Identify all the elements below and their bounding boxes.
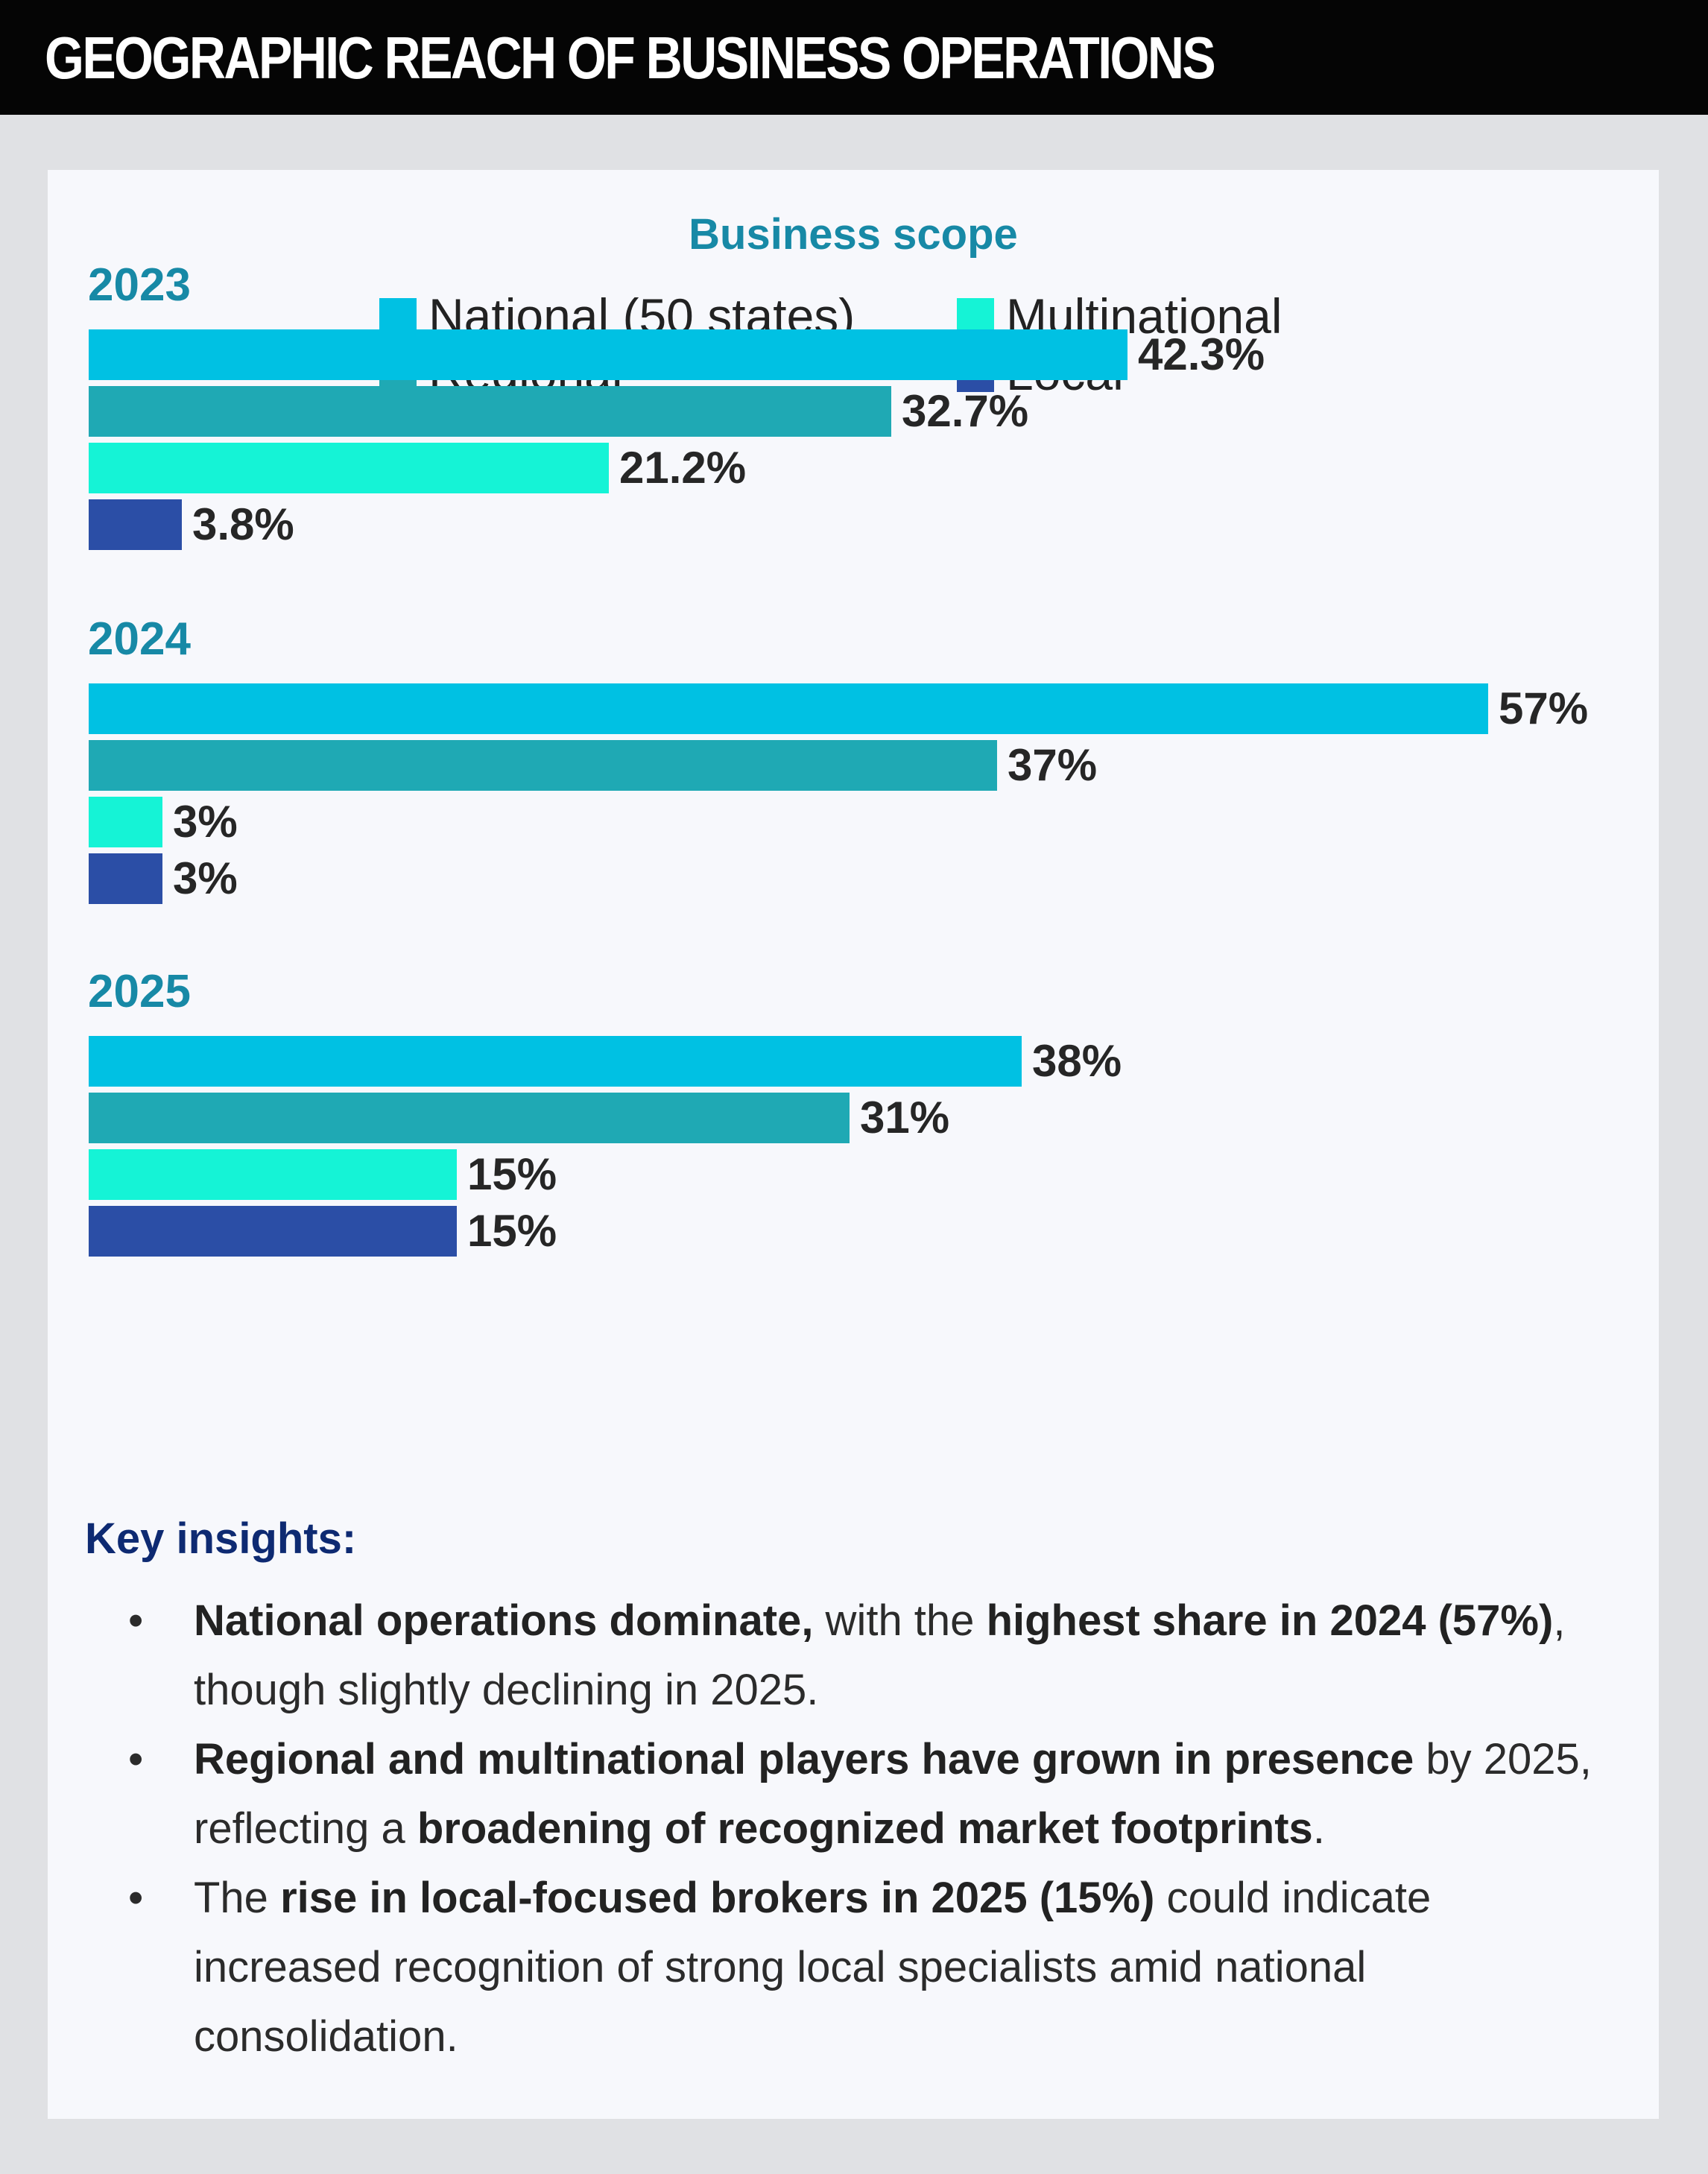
bar-2023-national-50-states — [89, 329, 1127, 380]
bar-value-2023-national-50-states: 42.3% — [1138, 329, 1265, 379]
year-label-2023: 2023 — [88, 259, 191, 311]
insight-text: , though slightly declining in 2025. — [194, 1596, 1566, 1714]
insight-emphasis: rise in local-focused brokers in 2025 (1… — [280, 1874, 1155, 1922]
bar-value-2023-multinational: 21.2% — [619, 443, 747, 493]
legend-title: Business scope — [689, 210, 1018, 259]
bullet-icon: • — [128, 1596, 144, 1645]
bar-value-2024-local: 3% — [173, 853, 238, 903]
insight-emphasis: National operations dominate, — [194, 1596, 814, 1645]
bar-2025-regional — [89, 1093, 850, 1143]
page-title: GEOGRAPHIC REACH OF BUSINESS OPERATIONS — [45, 25, 1216, 91]
insight-emphasis: Regional and multinational players have … — [194, 1735, 1414, 1783]
bar-2025-national-50-states — [89, 1036, 1022, 1087]
insight-text: could indicate increased recognition of … — [194, 1874, 1432, 2061]
bar-2024-local — [89, 853, 162, 904]
bar-value-2023-regional: 32.7% — [902, 386, 1029, 436]
bar-2025-local — [89, 1206, 457, 1257]
bullet-icon: • — [128, 1735, 144, 1783]
insight-text: by 2025, reflecting a — [194, 1735, 1592, 1853]
insight-emphasis: highest share in 2024 (57%) — [986, 1596, 1554, 1645]
insights-list: • National operations dominate, with the … — [85, 1586, 1620, 2071]
bullet-icon: • — [128, 1874, 144, 1922]
insight-text: with the — [813, 1596, 987, 1645]
bar-value-2024-regional: 37% — [1008, 740, 1098, 790]
insight-text: . — [1312, 1804, 1325, 1853]
bar-2023-local — [89, 499, 182, 550]
bar-value-2025-local: 15% — [467, 1206, 557, 1256]
header-bar: GEOGRAPHIC REACH OF BUSINESS OPERATIONS — [0, 0, 1708, 115]
legend-swatch — [379, 298, 417, 335]
bar-value-2024-national-50-states: 57% — [1499, 683, 1589, 733]
bar-value-2023-local: 3.8% — [192, 499, 294, 549]
insight-item: • National operations dominate, with the … — [85, 1586, 1620, 1725]
year-label-2024: 2024 — [88, 613, 191, 665]
bar-2024-national-50-states — [89, 683, 1488, 734]
bar-2023-regional — [89, 386, 891, 437]
insights-title: Key insights: — [85, 1514, 357, 1563]
bar-2025-multinational — [89, 1149, 457, 1200]
insight-text: The — [194, 1874, 281, 1922]
insight-item: • Regional and multinational players have… — [85, 1725, 1620, 1863]
insight-emphasis: broadening of recognized market footprin… — [417, 1804, 1313, 1853]
bar-value-2025-regional: 31% — [860, 1093, 950, 1143]
year-label-2025: 2025 — [88, 966, 191, 1017]
legend-swatch — [957, 298, 994, 335]
bar-2024-regional — [89, 740, 997, 791]
bar-value-2025-multinational: 15% — [467, 1149, 557, 1199]
bar-value-2025-national-50-states: 38% — [1032, 1036, 1122, 1086]
chart-card: Business scope National (50 states)Regio… — [48, 170, 1659, 2119]
insight-item: • The rise in local-focused brokers in 20… — [85, 1863, 1620, 2071]
bar-2023-multinational — [89, 443, 609, 493]
bar-value-2024-multinational: 3% — [173, 797, 238, 847]
bar-2024-multinational — [89, 797, 162, 847]
